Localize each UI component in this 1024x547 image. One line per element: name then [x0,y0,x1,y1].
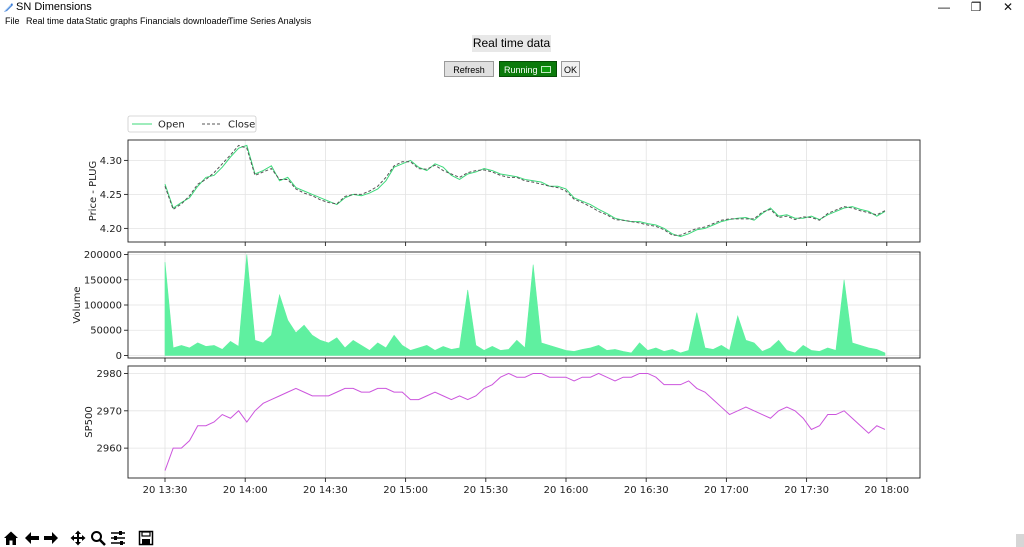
menu-real-time-data[interactable]: Real time data [26,16,85,26]
menu-bar: File Real time data Static graphs Financ… [0,15,1024,29]
subplot-3: 2960 2970 2980 SP500 [84,365,921,482]
x-tick-label: 20 14:00 [223,485,268,496]
menu-financials-downloader[interactable]: Financials downloader [140,16,230,26]
legend: Open Close [127,115,257,133]
running-indicator-icon [541,66,551,73]
refresh-button[interactable]: Refresh [444,61,494,77]
y-tick-label: 4.30 [100,156,122,167]
app-feather-icon [4,3,13,12]
scrollbar-corner[interactable] [1016,534,1024,547]
running-toggle-button[interactable]: Running [499,61,557,77]
y-tick-label: 4.20 [100,224,122,235]
menu-static-graphs[interactable]: Static graphs [85,16,138,26]
ok-button[interactable]: OK [561,61,580,77]
pan-icon[interactable] [70,530,86,546]
close-button[interactable]: ✕ [1002,0,1014,14]
y-tick-label: 50000 [90,326,122,337]
legend-box [127,115,257,133]
minimize-button[interactable]: — [938,0,950,14]
x-tick-label: 20 16:00 [544,485,589,496]
axes-frame [127,139,921,243]
legend-close-label: Close [228,120,255,131]
x-tick-label: 20 18:00 [864,485,909,496]
x-tick-label: 20 17:30 [784,485,829,496]
y-tick-label: 2960 [97,444,122,455]
title-bar: SN Dimensions — ❐ ✕ [0,0,1024,15]
save-icon[interactable] [138,530,154,546]
y-tick-label: 0 [116,351,122,362]
menu-time-series-analysis[interactable]: Time Series Analysis [228,16,312,26]
axes-frame [127,365,921,479]
y-tick-label: 4.25 [100,190,122,201]
open-series-line [164,144,886,238]
x-tick-label: 20 13:30 [143,485,188,496]
forward-arrow-icon[interactable] [43,530,59,546]
subplot-2: 0 50000 100000 150000 200000 Volume [72,250,921,362]
x-tick-label: 20 15:30 [463,485,508,496]
menu-file[interactable]: File [5,16,20,26]
x-tick-label: 20 15:00 [383,485,428,496]
running-label: Running [504,65,538,75]
window-title: SN Dimensions [16,1,92,13]
y-tick-label: 100000 [84,301,122,312]
x-tick-label: 20 14:30 [303,485,348,496]
y-axis-label: Volume [72,286,83,323]
volume-area [164,254,886,356]
y-tick-label: 2970 [97,406,122,417]
close-series-line [164,144,886,236]
home-icon[interactable] [3,530,19,546]
back-arrow-icon[interactable] [24,530,40,546]
zoom-icon[interactable] [90,530,106,546]
y-tick-label: 2980 [97,369,122,380]
page-title: Real time data [472,35,551,52]
maximize-button[interactable]: ❐ [970,0,982,14]
x-tick-label: 20 17:00 [704,485,749,496]
y-tick-label: 150000 [84,275,122,286]
y-axis-label: Price - PLUG [88,161,99,222]
sp500-series-line [164,372,886,471]
y-tick-label: 200000 [84,250,122,261]
legend-open-label: Open [158,120,185,131]
configure-subplots-icon[interactable] [110,530,126,546]
y-axis-label: SP500 [84,406,95,437]
x-tick-label: 20 16:30 [624,485,669,496]
plot-toolbar [0,528,200,547]
